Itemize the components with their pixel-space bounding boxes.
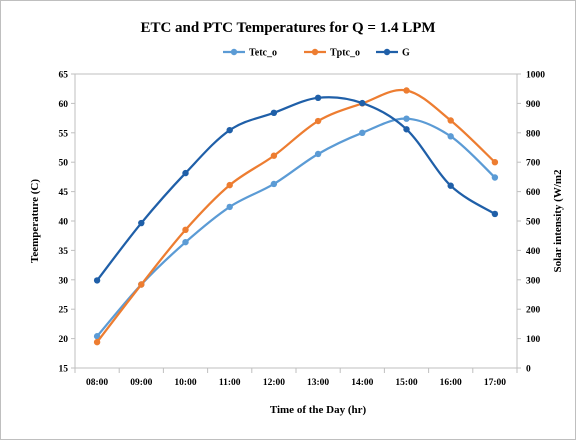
y2-tick-label: 800: [526, 129, 541, 139]
data-point-tetc-o: [226, 203, 233, 211]
series-line-tetc-o: [96, 117, 496, 337]
data-point-g: [359, 99, 366, 107]
data-point-g: [138, 219, 145, 227]
legend-label-tptc-o: Tptc_o: [330, 48, 360, 59]
y2-tick-label: 900: [526, 100, 541, 110]
legend-label-g: G: [402, 48, 410, 59]
y2-tick-label: 300: [526, 276, 541, 286]
data-point-tetc-o: [93, 333, 101, 340]
y2-tick-label: 600: [526, 188, 541, 198]
x-axis-label: Time of the Day (hr): [270, 404, 367, 416]
data-point-tetc-o: [359, 129, 366, 136]
data-point-g: [226, 126, 233, 134]
x-tick-label: 13:00: [307, 378, 329, 388]
data-point-tptc-o: [314, 117, 322, 125]
y-tick-label: 55: [59, 129, 69, 139]
x-tick-label: 12:00: [263, 378, 285, 388]
y-tick-label: 25: [59, 306, 69, 316]
legend: Tetc_o Tptc_o G: [223, 48, 410, 59]
y-tick-label: 65: [59, 71, 69, 81]
data-point-g: [182, 169, 189, 177]
y2-tick-label: 100: [526, 335, 541, 345]
x-tick-label: 17:00: [484, 378, 506, 388]
data-point-tptc-o: [403, 87, 410, 94]
y-axis-ticks: 15 20 25 30 35 40 45 50 55 60 65: [59, 71, 75, 375]
data-point-tetc-o: [403, 115, 410, 122]
y2-axis-label: Solar intensity (W/m2: [552, 169, 564, 273]
data-point-tptc-o: [447, 117, 454, 124]
y-tick-label: 45: [59, 188, 69, 198]
y2-tick-label: 500: [526, 218, 541, 228]
x-tick-label: 15:00: [395, 378, 417, 388]
chart-title: ETC and PTC Temperatures for Q = 1.4 LPM: [140, 20, 435, 36]
legend-marker-g: [383, 48, 391, 56]
y-tick-label: 50: [59, 159, 69, 169]
y-tick-label: 40: [59, 218, 69, 228]
x-tick-label: 14:00: [351, 378, 373, 388]
legend-marker-tetc-o: [230, 48, 238, 56]
data-point-tptc-o: [226, 181, 233, 189]
y-tick-label: 60: [59, 100, 69, 110]
data-point-g: [403, 126, 410, 133]
series-line-tptc-o: [96, 88, 496, 343]
data-point-tptc-o: [138, 281, 145, 288]
y2-tick-label: 700: [526, 159, 541, 169]
data-point-tptc-o: [270, 152, 278, 159]
legend-marker-tptc-o: [311, 48, 319, 56]
y2-axis-ticks: 0 100 200 300 400 500 600 700 800 900 1000: [517, 71, 545, 375]
series-line-g: [96, 96, 496, 282]
x-tick-label: 10:00: [174, 378, 196, 388]
data-point-tetc-o: [182, 238, 189, 246]
data-point-tetc-o: [314, 150, 322, 158]
series-layer: [93, 87, 499, 346]
data-point-g: [447, 182, 454, 189]
data-point-g: [93, 277, 101, 284]
y2-tick-label: 200: [526, 306, 541, 316]
y-tick-label: 35: [59, 247, 69, 257]
x-axis-ticks: 08:00 09:00 10:00 11:00 12:00 13:00 14:00 15:00…: [74, 368, 518, 388]
y-tick-label: 30: [59, 276, 69, 286]
data-point-g: [314, 94, 322, 102]
x-tick-label: 08:00: [86, 378, 108, 388]
data-point-g: [270, 109, 278, 117]
y-tick-label: 15: [59, 365, 69, 375]
x-tick-label: 11:00: [219, 378, 241, 388]
y2-tick-label: 400: [526, 247, 541, 257]
data-point-tptc-o: [93, 338, 101, 346]
data-point-tetc-o: [270, 180, 278, 188]
data-point-g: [491, 210, 499, 218]
data-point-tptc-o: [491, 159, 499, 166]
data-point-tetc-o: [447, 133, 454, 140]
y2-tick-label: 0: [526, 365, 531, 375]
legend-label-tetc-o: Tetc_o: [249, 48, 277, 59]
y-tick-label: 20: [59, 335, 69, 345]
x-tick-label: 16:00: [440, 378, 462, 388]
y2-tick-label: 1000: [526, 71, 545, 81]
data-point-tptc-o: [182, 226, 189, 234]
data-point-tetc-o: [491, 174, 499, 181]
y-axis-label: Teemperature (C): [29, 179, 41, 263]
x-tick-label: 09:00: [130, 378, 152, 388]
